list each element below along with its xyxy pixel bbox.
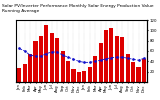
Bar [77, 72, 81, 82]
Bar [44, 25, 48, 82]
Bar [66, 61, 70, 82]
Bar [23, 64, 27, 82]
Bar [136, 66, 140, 82]
Bar [55, 38, 59, 82]
Bar [61, 51, 65, 82]
Bar [120, 36, 124, 82]
Bar [99, 43, 103, 82]
Bar [131, 62, 135, 82]
Bar [109, 28, 113, 82]
Bar [39, 36, 43, 82]
Bar [88, 66, 92, 82]
Bar [142, 59, 146, 82]
Bar [71, 69, 76, 82]
Bar [126, 54, 130, 82]
Bar [28, 54, 32, 82]
Bar [82, 71, 86, 82]
Bar [115, 36, 119, 82]
Bar [104, 30, 108, 82]
Text: Solar PV/Inverter Performance Monthly Solar Energy Production Value Running Aver: Solar PV/Inverter Performance Monthly So… [2, 4, 153, 13]
Bar [17, 68, 21, 82]
Bar [50, 33, 54, 82]
Bar [93, 56, 97, 82]
Bar [33, 41, 38, 82]
